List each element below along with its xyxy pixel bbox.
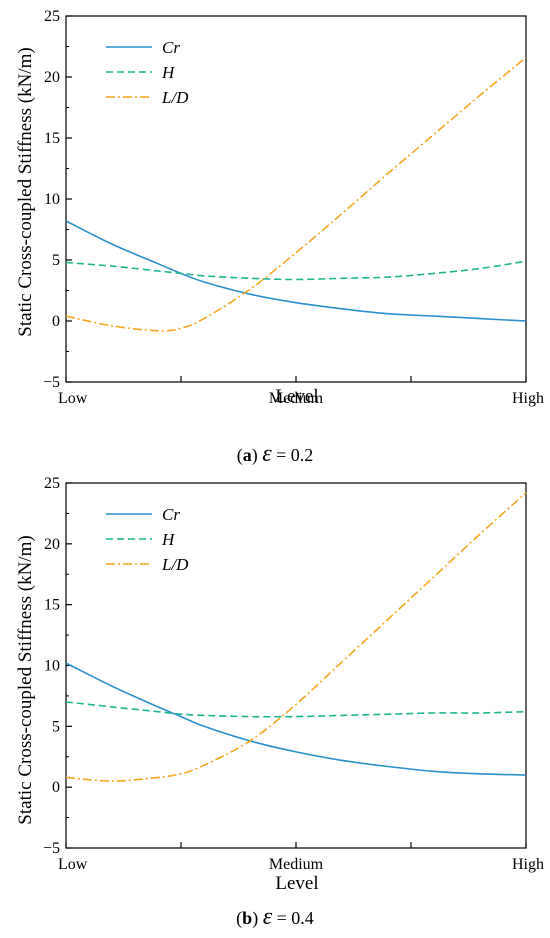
series-line-cr (65, 662, 527, 776)
x-tick-label: Low (58, 390, 88, 407)
caption-label: b (242, 908, 252, 928)
legend-label: Cr (162, 38, 180, 57)
legend-label: H (161, 530, 176, 549)
caption-symbol: ε (262, 441, 272, 467)
chart-b: −5 0 5 10 15 20 25 Low Medium High Cr H L/D Level S… (15, 475, 544, 930)
y-tick-label: 25 (44, 475, 60, 492)
y-tick-label: 20 (44, 69, 60, 86)
y-tick-label: 0 (52, 313, 60, 330)
y-axis-title: Static Cross-coupled Stiffness (kN/m) (15, 47, 36, 336)
series-line-h (65, 260, 527, 281)
y-tick-label: 15 (44, 597, 60, 614)
x-tick-label: Low (58, 856, 88, 873)
series-line-h (65, 701, 527, 718)
series-lines (65, 492, 527, 782)
y-tick-label: 5 (52, 252, 60, 269)
legend-label: Cr (162, 505, 180, 524)
legend: Cr H L/D (106, 38, 189, 107)
axes-box (65, 15, 527, 383)
series-line-ld (65, 56, 527, 332)
x-axis-title: Level (275, 873, 318, 894)
x-axis-title: Level (275, 386, 318, 407)
x-tick-label: Medium (269, 390, 324, 407)
series-line-cr (65, 220, 527, 322)
caption-value: = 0.4 (277, 908, 314, 928)
legend-label: L/D (161, 555, 189, 574)
y-tick-label: −5 (43, 374, 60, 391)
plot-frame: −5 0 5 10 15 20 25 Low Medium High (43, 8, 544, 407)
plot-frame: −5 0 5 10 15 20 25 Low Medium High (43, 475, 544, 873)
y-tick-label: 25 (44, 8, 60, 25)
y-tick-label: 0 (52, 779, 60, 796)
chart-a: −5 0 5 10 15 20 25 Low Medium High Cr H L/D Level S… (15, 8, 544, 467)
y-tick-label: 10 (44, 658, 60, 675)
caption-label: a (243, 445, 252, 465)
series-line-ld (65, 492, 527, 782)
axes-box (65, 482, 527, 849)
series-lines (65, 56, 527, 332)
caption-symbol: ε (263, 904, 273, 930)
x-tick-label: High (512, 856, 544, 873)
x-tick-label: Medium (269, 856, 324, 873)
y-axis-title: Static Cross-coupled Stiffness (kN/m) (15, 535, 36, 824)
y-tick-label: 20 (44, 536, 60, 553)
caption-value: = 0.2 (276, 445, 313, 465)
y-tick-label: −5 (43, 840, 60, 857)
legend-label: L/D (161, 88, 189, 107)
chart-caption: (a) ε = 0.2 (237, 441, 314, 467)
x-tick-label: High (512, 390, 544, 407)
y-tick-label: 10 (44, 191, 60, 208)
y-tick-label: 15 (44, 130, 60, 147)
chart-caption: (b) ε = 0.4 (236, 904, 314, 930)
legend-label: H (161, 63, 176, 82)
y-tick-label: 5 (52, 718, 60, 735)
legend: Cr H L/D (106, 505, 189, 574)
